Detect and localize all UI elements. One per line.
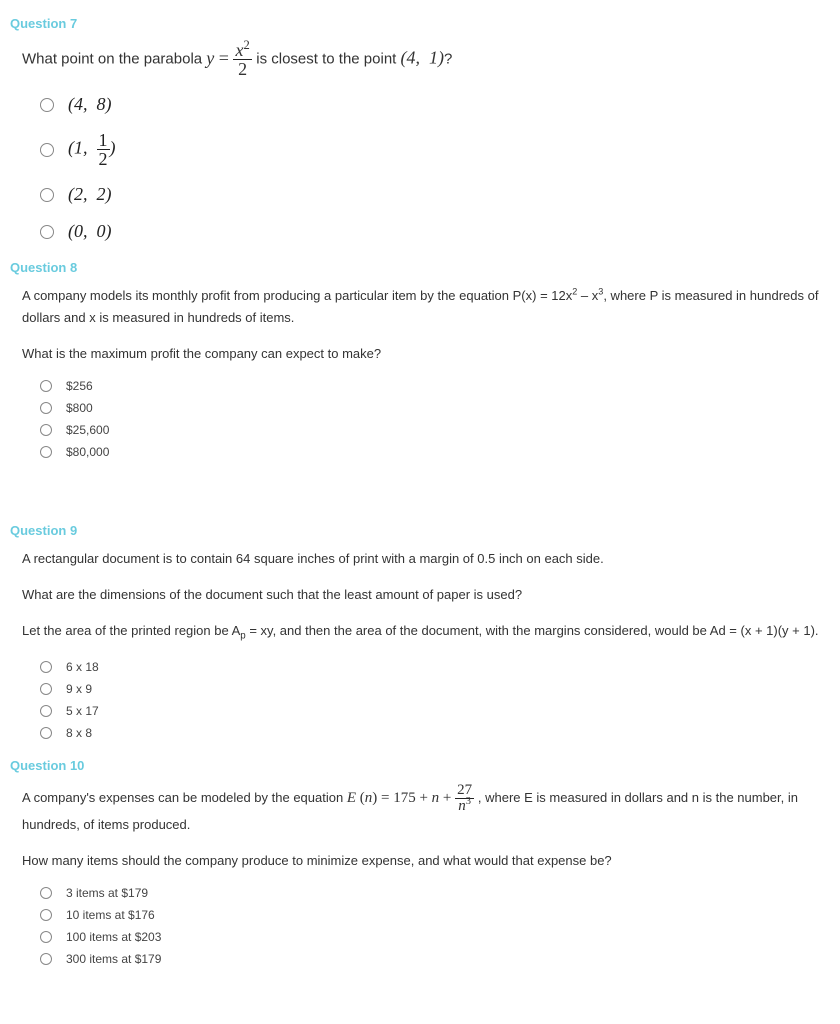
q7-prompt-mid: is closest to the point [256, 51, 400, 68]
q10-equation: E (n) = 175 + n + 27n3 [347, 790, 478, 806]
question-8: Question 8 A company models its monthly … [10, 260, 830, 459]
q10-option-2-label: 10 items at $176 [66, 908, 155, 922]
q10-option-3-label: 100 items at $203 [66, 930, 161, 944]
q8-option-2-label: $800 [66, 401, 93, 415]
q9-option-1-label: 6 x 18 [66, 660, 99, 674]
radio-icon [40, 402, 52, 414]
q7-point: (4, 1) [401, 48, 445, 68]
q9-option-2-label: 9 x 9 [66, 682, 92, 696]
question-10-prompt-1: A company's expenses can be modeled by t… [22, 783, 830, 836]
q9-p3-post: = xy, and then the area of the document,… [246, 623, 819, 638]
question-10-title: Question 10 [10, 758, 830, 773]
q8-option-1-label: $256 [66, 379, 93, 393]
q10-option-3[interactable]: 100 items at $203 [40, 930, 830, 944]
q7-option-4-label: (0, 0) [68, 221, 112, 242]
q9-option-3-label: 5 x 17 [66, 704, 99, 718]
question-9-title: Question 9 [10, 523, 830, 538]
q9-option-2[interactable]: 9 x 9 [40, 682, 830, 696]
radio-icon [40, 225, 54, 239]
q7-option-1-label: (4, 8) [68, 94, 112, 115]
question-7-prompt: What point on the parabola y = x22 is cl… [22, 41, 830, 78]
radio-icon [40, 887, 52, 899]
q7-prompt-pre: What point on the parabola [22, 51, 206, 68]
q8-options: $256 $800 $25,600 $80,000 [22, 379, 830, 459]
q7-prompt-end: ? [444, 51, 452, 68]
radio-icon [40, 661, 52, 673]
question-9-prompt-3: Let the area of the printed region be Ap… [22, 620, 830, 645]
question-8-title: Question 8 [10, 260, 830, 275]
radio-icon [40, 188, 54, 202]
q9-options: 6 x 18 9 x 9 5 x 17 8 x 8 [22, 660, 830, 740]
q10-option-1[interactable]: 3 items at $179 [40, 886, 830, 900]
q10-option-4[interactable]: 300 items at $179 [40, 952, 830, 966]
q7-options: (4, 8) (1, 12) (2, 2) (0, 0) [22, 94, 830, 242]
question-8-prompt-2: What is the maximum profit the company c… [22, 343, 830, 365]
q8-option-3-label: $25,600 [66, 423, 109, 437]
question-9: Question 9 A rectangular document is to … [10, 523, 830, 739]
q10-option-2[interactable]: 10 items at $176 [40, 908, 830, 922]
question-9-prompt-1: A rectangular document is to contain 64 … [22, 548, 830, 570]
q8-p1-mid: – x [577, 288, 598, 303]
q7-option-2-label: (1, 12) [68, 131, 116, 168]
radio-icon [40, 98, 54, 112]
radio-icon [40, 683, 52, 695]
q7-equation: y = x22 [206, 48, 256, 68]
question-7-title: Question 7 [10, 16, 830, 31]
radio-icon [40, 424, 52, 436]
radio-icon [40, 446, 52, 458]
q10-p1-pre: A company's expenses can be modeled by t… [22, 790, 347, 805]
q7-option-2[interactable]: (1, 12) [40, 131, 830, 168]
q7-option-3[interactable]: (2, 2) [40, 184, 830, 205]
q8-option-2[interactable]: $800 [40, 401, 830, 415]
q10-options: 3 items at $179 10 items at $176 100 ite… [22, 886, 830, 966]
radio-icon [40, 931, 52, 943]
question-9-prompt-2: What are the dimensions of the document … [22, 584, 830, 606]
q9-option-3[interactable]: 5 x 17 [40, 704, 830, 718]
radio-icon [40, 380, 52, 392]
radio-icon [40, 909, 52, 921]
q8-p1-pre: A company models its monthly profit from… [22, 288, 572, 303]
q9-option-4-label: 8 x 8 [66, 726, 92, 740]
radio-icon [40, 953, 52, 965]
q8-option-3[interactable]: $25,600 [40, 423, 830, 437]
radio-icon [40, 727, 52, 739]
question-10: Question 10 A company's expenses can be … [10, 758, 830, 966]
radio-icon [40, 143, 54, 157]
q7-option-3-label: (2, 2) [68, 184, 112, 205]
question-8-prompt-1: A company models its monthly profit from… [22, 285, 830, 329]
q10-option-1-label: 3 items at $179 [66, 886, 148, 900]
q9-p3-pre: Let the area of the printed region be A [22, 623, 240, 638]
q7-option-4[interactable]: (0, 0) [40, 221, 830, 242]
radio-icon [40, 705, 52, 717]
q8-option-4-label: $80,000 [66, 445, 109, 459]
q10-option-4-label: 300 items at $179 [66, 952, 161, 966]
q8-option-1[interactable]: $256 [40, 379, 830, 393]
q9-option-4[interactable]: 8 x 8 [40, 726, 830, 740]
q8-option-4[interactable]: $80,000 [40, 445, 830, 459]
q7-option-1[interactable]: (4, 8) [40, 94, 830, 115]
q9-option-1[interactable]: 6 x 18 [40, 660, 830, 674]
question-10-prompt-2: How many items should the company produc… [22, 850, 830, 872]
question-7: Question 7 What point on the parabola y … [10, 16, 830, 242]
